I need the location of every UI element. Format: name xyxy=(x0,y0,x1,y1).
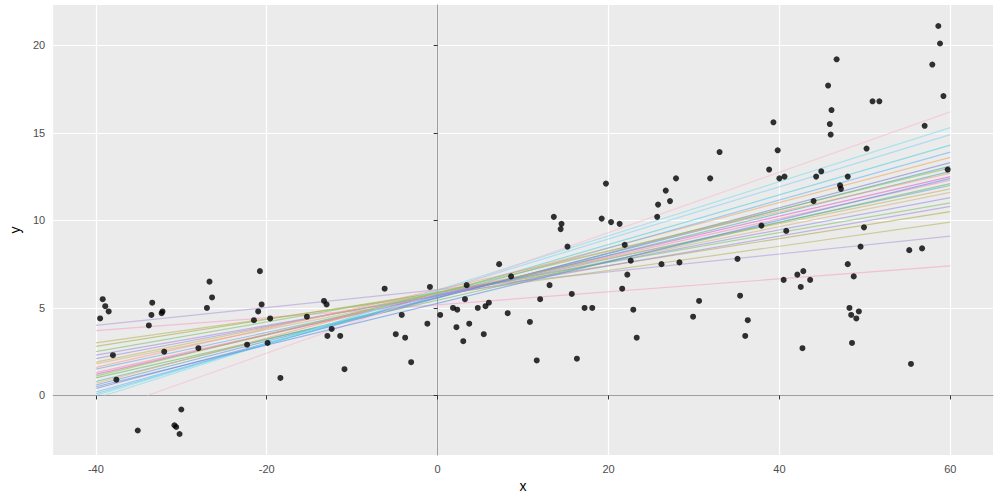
svg-text:0: 0 xyxy=(435,463,441,475)
svg-text:40: 40 xyxy=(773,463,785,475)
svg-text:0: 0 xyxy=(39,389,45,401)
svg-text:-20: -20 xyxy=(259,463,275,475)
svg-text:20: 20 xyxy=(33,39,45,51)
svg-text:y: y xyxy=(7,227,23,234)
svg-text:-40: -40 xyxy=(88,463,104,475)
svg-text:15: 15 xyxy=(33,127,45,139)
svg-text:60: 60 xyxy=(944,463,956,475)
svg-text:x: x xyxy=(520,478,527,494)
svg-text:5: 5 xyxy=(39,302,45,314)
svg-text:20: 20 xyxy=(602,463,614,475)
svg-text:10: 10 xyxy=(33,214,45,226)
